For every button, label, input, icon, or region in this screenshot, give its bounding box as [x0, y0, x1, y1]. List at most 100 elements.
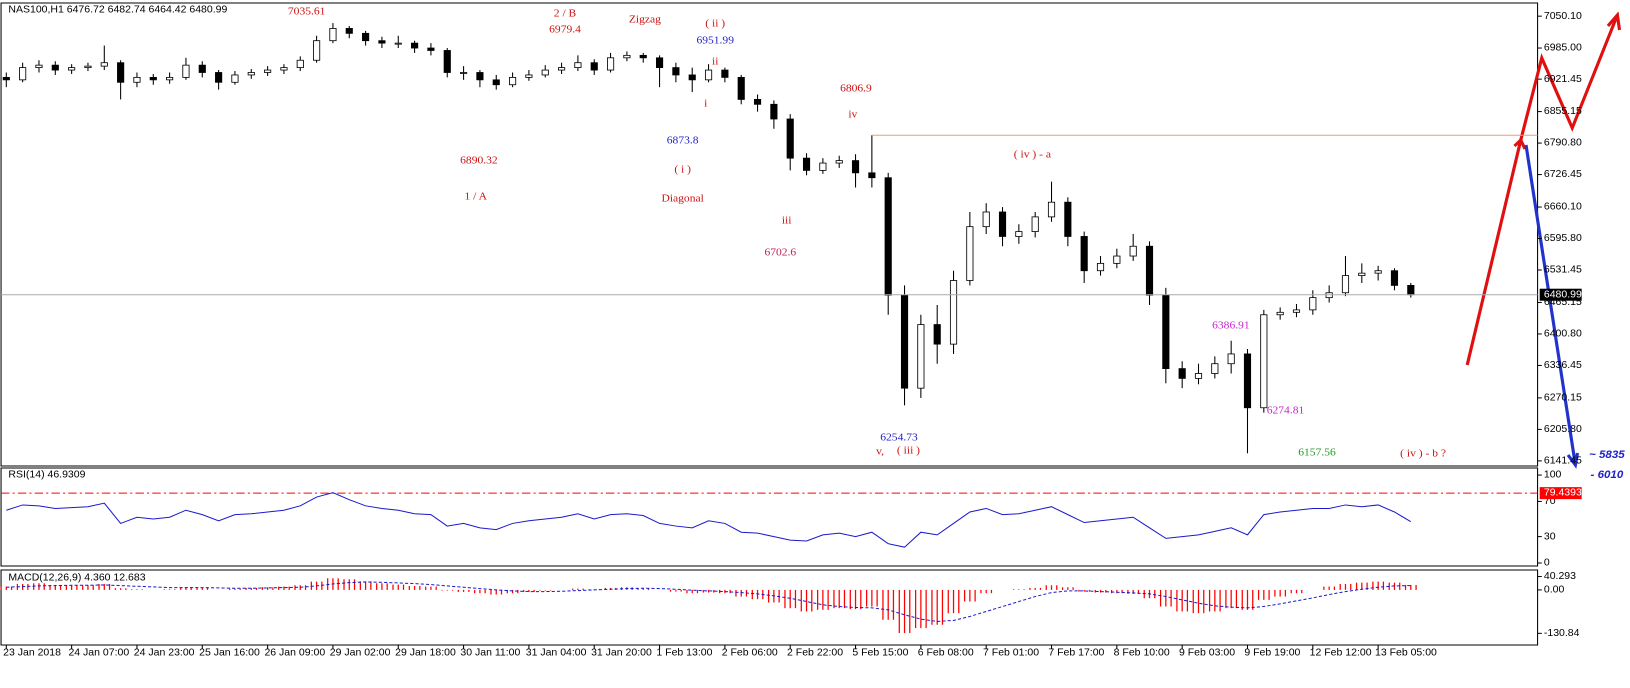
- candle-body: [558, 67, 566, 71]
- x-tick-label: 7 Feb 01:00: [983, 648, 1039, 659]
- projection-arrow: [1465, 14, 1619, 366]
- candle-body: [427, 47, 435, 51]
- candle-body: [623, 54, 631, 59]
- candle-body: [819, 162, 827, 171]
- arrow-head: [1513, 137, 1527, 150]
- wave-annotation: 6951.99: [696, 35, 734, 47]
- wave-annotation: 6702.6: [764, 247, 796, 259]
- candle-body: [1243, 353, 1252, 409]
- candle-body: [280, 67, 288, 71]
- candle-body: [460, 72, 468, 74]
- candle-body: [966, 226, 974, 281]
- x-tick-label: 26 Jan 09:00: [264, 648, 325, 659]
- candle-body: [851, 160, 860, 174]
- candle-body: [1227, 353, 1235, 365]
- x-tick-label: 1 Feb 13:00: [656, 648, 712, 659]
- wave-annotation: 6890.32: [460, 155, 498, 167]
- arrow-head: [1566, 452, 1580, 469]
- current-price-label: 6480.99: [1544, 290, 1582, 301]
- candle-body: [606, 57, 615, 71]
- x-tick-label: 6 Feb 08:00: [918, 648, 974, 659]
- x-tick-label: 31 Jan 20:00: [591, 648, 652, 659]
- candle-body: [525, 74, 533, 78]
- candle-body: [1407, 285, 1415, 296]
- wave-annotation: ( iv ) - a: [1014, 149, 1051, 161]
- wave-annotation: 6873.8: [667, 135, 699, 147]
- candle-body: [868, 172, 876, 179]
- candle-body: [329, 28, 337, 42]
- y-tick-label: 7050.10: [1544, 11, 1582, 22]
- y-tick-label: 30: [1544, 531, 1556, 542]
- rsi-header: RSI(14) 46.9309: [8, 470, 85, 481]
- y-tick-label: 6660.10: [1544, 202, 1582, 213]
- candle-body: [737, 76, 745, 100]
- candle-body: [345, 28, 353, 34]
- x-tick-label: 8 Feb 10:00: [1114, 648, 1170, 659]
- wave-annotation: ( iv ) - b ?: [1400, 448, 1446, 460]
- candle-body: [509, 76, 517, 86]
- x-tick-label: 24 Jan 23:00: [134, 648, 195, 659]
- candle-body: [721, 69, 729, 78]
- candle-body: [247, 72, 255, 76]
- candle-body: [296, 59, 304, 69]
- x-tick-label: 31 Jan 04:00: [526, 648, 587, 659]
- wave-annotation: 1 / A: [465, 191, 488, 203]
- price-panel: [0, 2, 1539, 467]
- candle-body: [394, 42, 402, 45]
- candle-body: [2, 76, 10, 81]
- candle-body: [166, 76, 174, 81]
- candle-body: [1309, 297, 1317, 311]
- wave-annotation: ( i ): [674, 164, 691, 176]
- y-tick-label: 6465.15: [1544, 297, 1582, 308]
- y-tick-label: 0.00: [1544, 585, 1565, 596]
- x-tick-label: 2 Feb 22:00: [787, 648, 843, 659]
- current-price-box: [1539, 288, 1582, 301]
- wave-annotation: Zigzag: [629, 14, 661, 26]
- rsi-level-label: 79.4393: [1544, 488, 1582, 499]
- candle-body: [704, 69, 713, 81]
- wave-annotation: 6157.56: [1298, 447, 1336, 459]
- projection-arrow: [1524, 144, 1577, 466]
- x-tick-label: 29 Jan 18:00: [395, 648, 456, 659]
- x-tick-label: 30 Jan 11:00: [460, 648, 520, 659]
- candle-body: [1374, 270, 1382, 274]
- wave-annotation: iii: [782, 215, 792, 227]
- wave-annotation: ii: [712, 56, 718, 68]
- y-tick-label: 0: [1544, 558, 1550, 569]
- candle-body: [313, 40, 321, 61]
- x-tick-label: 9 Feb 03:00: [1179, 648, 1235, 659]
- candle-body: [933, 324, 941, 345]
- candle-body: [1145, 245, 1154, 296]
- candle-body: [1358, 272, 1366, 277]
- x-tick-label: 29 Jan 02:00: [330, 648, 391, 659]
- y-tick-label: 70: [1544, 496, 1556, 507]
- y-tick-label: 6531.45: [1544, 265, 1582, 276]
- y-tick-label: 6595.80: [1544, 233, 1582, 244]
- x-tick-label: 2 Feb 06:00: [722, 648, 778, 659]
- candle-body: [1096, 262, 1105, 272]
- macd-header: MACD(12,26,9) 4.360 12.683: [8, 573, 145, 584]
- candle-body: [117, 62, 125, 83]
- y-tick-label: 6726.45: [1544, 169, 1582, 180]
- candle-body: [1015, 231, 1023, 237]
- candle-body: [884, 177, 892, 296]
- rsi-level-box: [1539, 487, 1582, 500]
- candle-body: [1047, 201, 1056, 218]
- y-tick-label: 6336.45: [1544, 360, 1582, 371]
- wave-annotation: 6274.81: [1267, 405, 1305, 417]
- y-tick-label: 6985.00: [1544, 43, 1582, 54]
- wave-annotation: v,: [876, 446, 884, 458]
- wave-annotation: 6806.9: [840, 83, 872, 95]
- candle-body: [100, 62, 108, 67]
- candle-body: [231, 74, 239, 83]
- candle-body: [149, 76, 157, 81]
- candle-body: [443, 50, 451, 73]
- wave-annotation: 2 / B: [554, 8, 576, 20]
- wave-annotation: ( iii ): [897, 445, 920, 457]
- candle-body: [639, 54, 647, 59]
- x-tick-label: 7 Feb 17:00: [1048, 648, 1104, 659]
- candle-body: [1390, 270, 1399, 286]
- candle-body: [590, 62, 598, 71]
- wave-annotation: 6979.4: [549, 24, 581, 36]
